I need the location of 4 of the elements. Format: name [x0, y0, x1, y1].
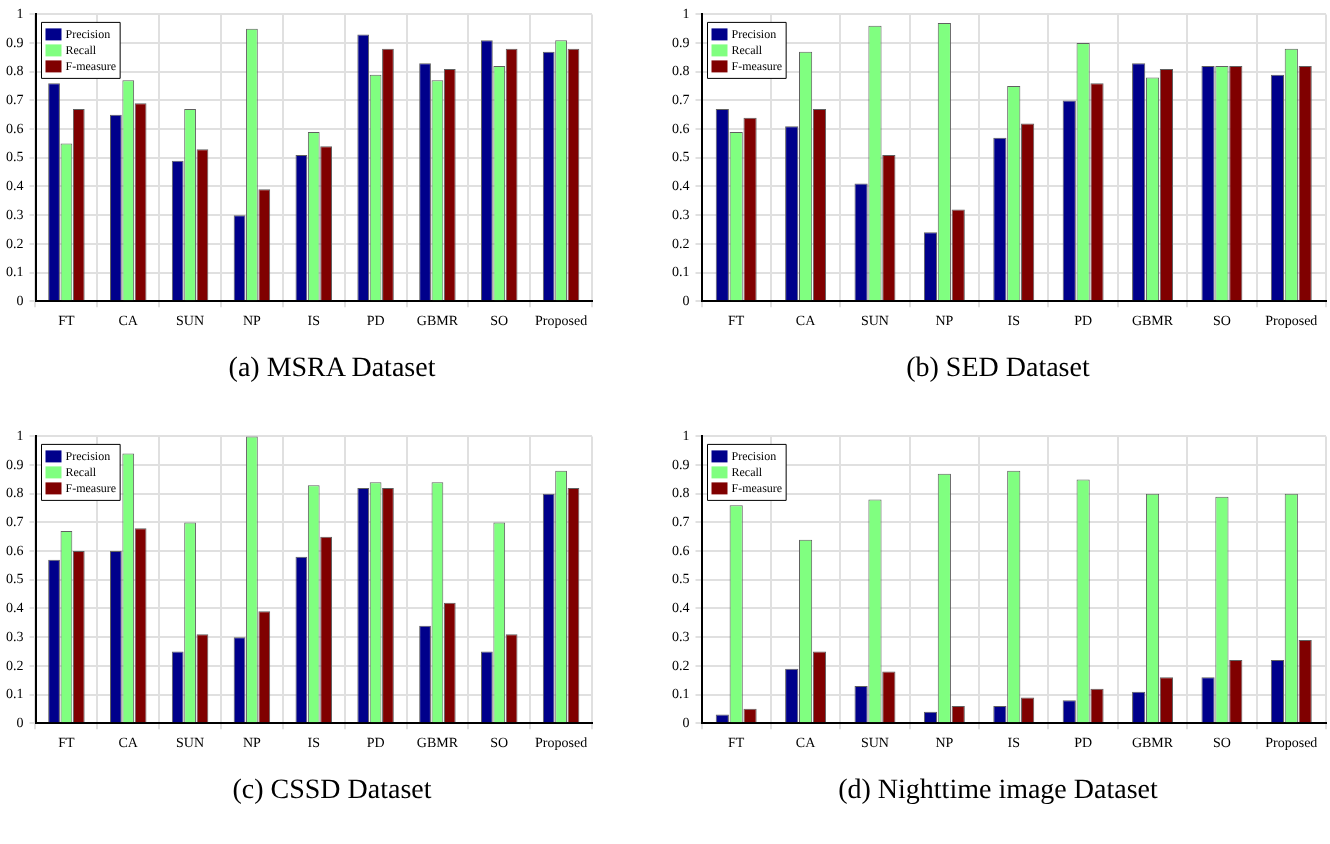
- text: (d) Nighttime image Dataset: [836, 774, 1160, 810]
- text: (b) SED Dataset: [904, 352, 1092, 388]
- text: (c) CSSD Dataset: [230, 774, 434, 810]
- text: (a) MSRA Dataset: [226, 352, 438, 388]
